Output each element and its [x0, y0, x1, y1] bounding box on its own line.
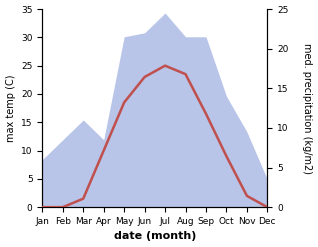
Y-axis label: med. precipitation (kg/m2): med. precipitation (kg/m2) — [302, 43, 313, 174]
Y-axis label: max temp (C): max temp (C) — [5, 74, 16, 142]
X-axis label: date (month): date (month) — [114, 231, 196, 242]
